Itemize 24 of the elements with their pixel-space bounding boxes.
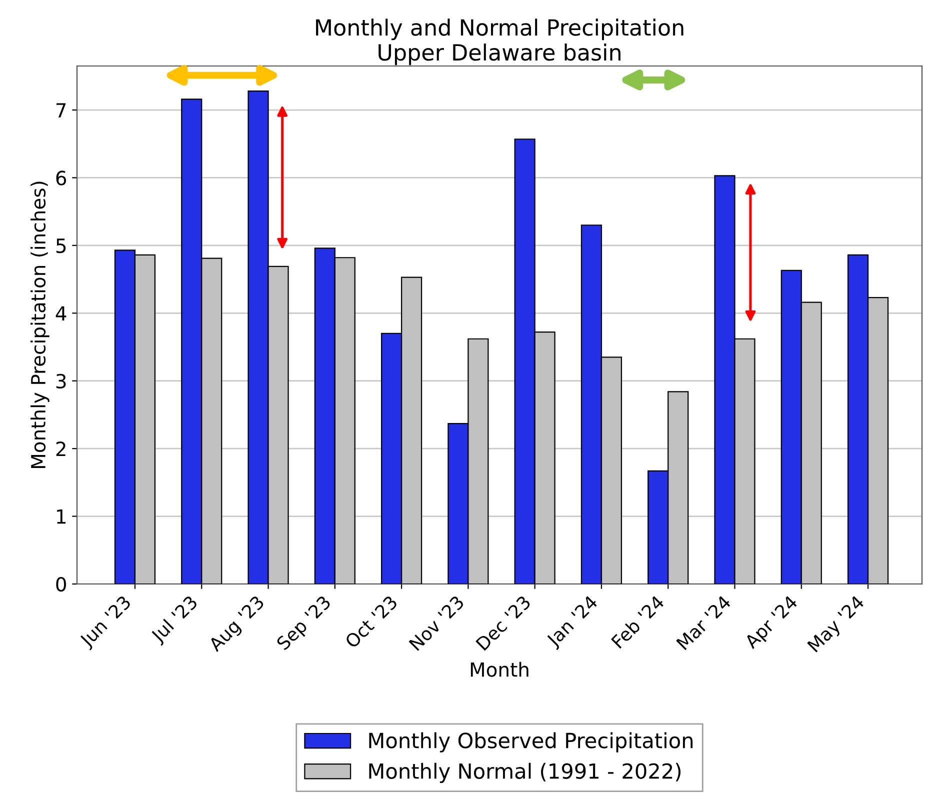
x-tick-label: Dec '23 bbox=[475, 594, 532, 651]
x-tick-label: Mar '24 bbox=[676, 594, 732, 650]
x-tick-label: Apr '24 bbox=[743, 594, 801, 652]
x-tick-label: Sep '23 bbox=[276, 594, 334, 654]
x-tick-label: Aug '23 bbox=[207, 594, 268, 655]
chart-title: Monthly and Normal Precipitation Upper Delaware basin bbox=[316, 18, 684, 66]
y-tick-label: 1 bbox=[57, 510, 66, 524]
y-tick-label: 6 bbox=[56, 170, 66, 186]
x-axis-title: Month bbox=[470, 662, 528, 677]
x-tick-label: Jul '23 bbox=[149, 594, 200, 646]
y-tick-label: 5 bbox=[56, 238, 66, 254]
y-tick-label: 4 bbox=[56, 306, 66, 321]
legend-label: Monthly Normal (1991 - 2022) bbox=[369, 762, 681, 783]
x-tick-label: Feb '24 bbox=[610, 594, 665, 649]
y-axis-title: Monthly Precipitation (inches) bbox=[30, 182, 50, 468]
y-tick-label: 7 bbox=[56, 103, 66, 118]
legend-label: Monthly Observed Precipitation bbox=[369, 732, 693, 752]
x-tick-label: Nov '23 bbox=[408, 594, 465, 652]
x-tick-label: Jun '23 bbox=[78, 594, 134, 650]
x-tick-label: Oct '23 bbox=[344, 594, 398, 649]
y-tick-label: 0 bbox=[56, 576, 66, 592]
y-tick-label: 2 bbox=[56, 442, 66, 456]
y-tick-label: 3 bbox=[56, 374, 66, 389]
x-tick-label: Jan '24 bbox=[545, 594, 601, 650]
